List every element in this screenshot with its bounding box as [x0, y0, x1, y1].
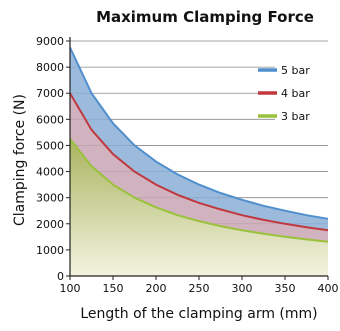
y-axis-label: Clamping force (N) — [12, 94, 28, 226]
area-band-5-bar — [70, 47, 328, 231]
y-tick-label-3000: 3000 — [36, 192, 64, 205]
x-tick-label-350: 350 — [275, 282, 296, 295]
legend-bg-3-bar — [275, 109, 328, 122]
x-tick-label-400: 400 — [318, 282, 339, 295]
x-tick-label-100: 100 — [60, 282, 81, 295]
x-axis-label: Length of the clamping arm (mm) — [80, 306, 317, 322]
y-tick-label-2000: 2000 — [36, 218, 64, 231]
y-tick-label-7000: 7000 — [36, 87, 64, 100]
area-fills — [70, 47, 328, 276]
legend: 5 bar 4 bar 3 bar — [258, 63, 328, 123]
y-tick-label-5000: 5000 — [36, 139, 64, 152]
chart-title: Maximum Clamping Force — [96, 8, 314, 26]
series-line-5-bar — [69, 47, 329, 220]
x-tick-label-150: 150 — [103, 282, 124, 295]
legend-label-5-bar: 5 bar — [281, 64, 310, 77]
series-line-3-bar — [69, 138, 329, 243]
y-tick-label-0: 0 — [57, 270, 64, 283]
legend-label-4-bar: 4 bar — [281, 87, 310, 100]
y-tick-label-4000: 4000 — [36, 166, 64, 179]
y-tick-label-6000: 6000 — [36, 113, 64, 126]
axes: 0 1000 2000 3000 4000 5000 6000 7000 8000 9000 100… — [36, 35, 339, 295]
x-tick-label-200: 200 — [146, 282, 167, 295]
area-fill-3-bar — [70, 138, 328, 276]
x-tick-label-300: 300 — [232, 282, 253, 295]
x-tick-label-250: 250 — [189, 282, 210, 295]
legend-bg-5-bar — [275, 63, 328, 76]
series-lines — [69, 47, 329, 243]
legend-bg-4-bar — [275, 86, 328, 99]
y-tick-label-8000: 8000 — [36, 61, 64, 74]
y-tick-label-9000: 9000 — [36, 35, 64, 48]
y-tick-label-1000: 1000 — [36, 244, 64, 257]
series-line-4-bar — [69, 92, 329, 232]
legend-label-3-bar: 3 bar — [281, 110, 310, 123]
